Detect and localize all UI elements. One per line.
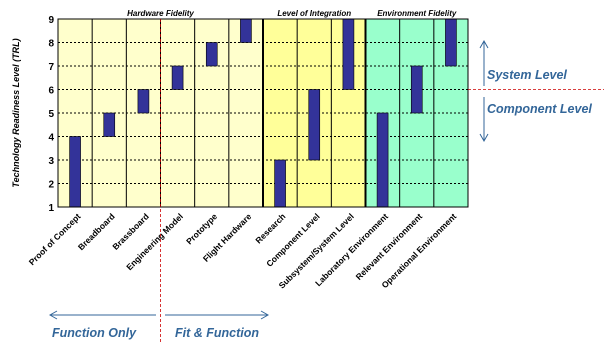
bar-1 — [103, 112, 116, 137]
component-level-label: Component Level — [487, 102, 592, 116]
bar-6 — [274, 159, 286, 208]
bar-10 — [410, 65, 423, 114]
bar-0 — [69, 136, 81, 208]
y-tick-label: 1 — [48, 203, 54, 214]
x-tick-label: Prototype — [184, 211, 219, 246]
fit-function-label: Fit & Function — [175, 326, 259, 340]
arrow-head-left-icon — [48, 310, 58, 320]
group-title-2: Environment Fidelity — [377, 9, 457, 18]
y-tick-label: 8 — [48, 39, 54, 50]
x-tick-label: Proof of Concept — [27, 211, 83, 267]
y-tick-label: 4 — [48, 133, 54, 144]
bar-2 — [137, 89, 150, 114]
y-tick-label: 7 — [48, 62, 54, 73]
bar-8 — [342, 18, 355, 90]
bar-5 — [240, 18, 252, 43]
x-tick-label: Relevant Environment — [354, 211, 425, 282]
system-level-label: System Level — [487, 68, 567, 82]
bar-9 — [376, 112, 389, 208]
arrow-head-right-icon — [260, 310, 270, 320]
arrow-head-down-icon — [479, 133, 489, 143]
y-tick-label: 6 — [48, 86, 54, 97]
group-title-1: Level of Integration — [277, 9, 351, 18]
bar-4 — [205, 42, 218, 67]
y-tick-label: 9 — [48, 15, 54, 26]
y-tick-label: 3 — [48, 156, 54, 167]
bar-11 — [445, 18, 457, 67]
y-axis-label: Technology Readiness Level (TRL) — [11, 38, 21, 187]
bar-7 — [308, 89, 321, 161]
arrow-head-up-icon — [479, 39, 489, 49]
y-tick-label: 2 — [48, 180, 54, 191]
function-only-label: Function Only — [52, 326, 137, 340]
x-tick-label: Research — [253, 211, 287, 245]
y-tick-label: 5 — [48, 109, 54, 120]
bar-3 — [171, 65, 184, 90]
group-title-0: Hardware Fidelity — [127, 9, 194, 18]
